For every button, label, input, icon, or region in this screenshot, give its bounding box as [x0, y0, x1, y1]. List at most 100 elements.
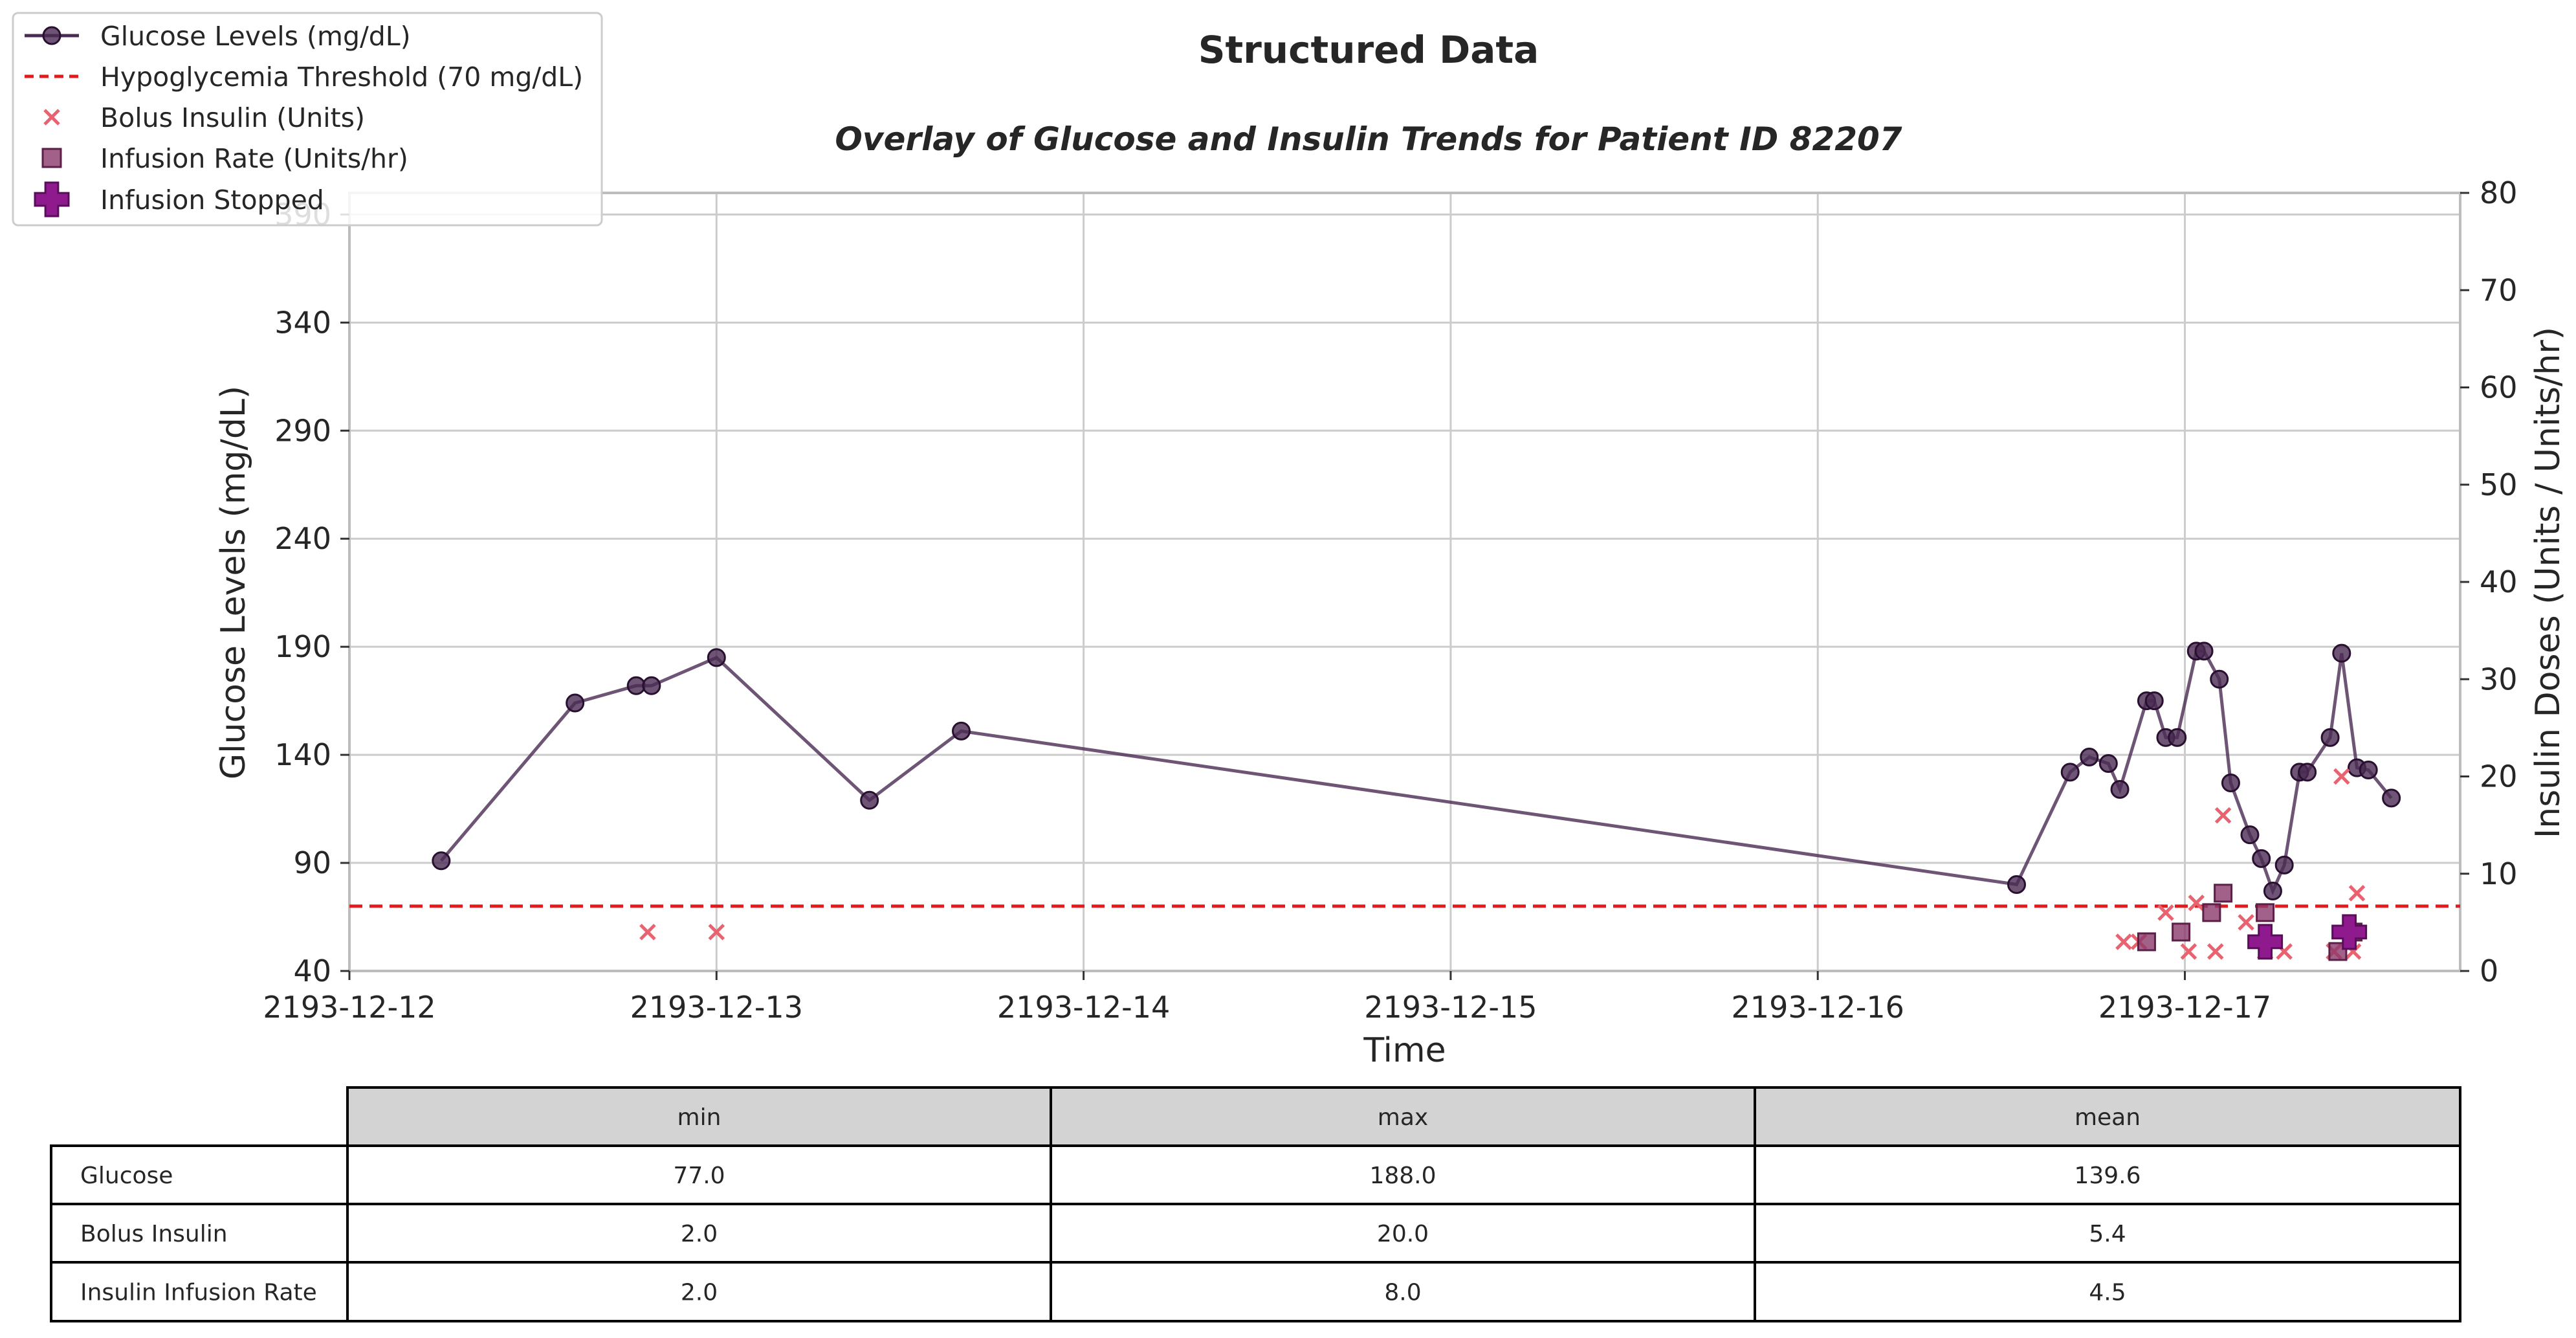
glucose-point: [2274, 855, 2294, 875]
y2-tick-label: 50: [2480, 467, 2518, 502]
glucose-point: [2144, 691, 2164, 711]
table-cell: [1754, 1144, 2461, 1205]
table-cell-value: 4.5: [2089, 1280, 2126, 1306]
infusion-rate-point: [2214, 884, 2233, 903]
glucose-point: [2320, 728, 2340, 747]
y-tick-label: 90: [293, 845, 331, 880]
table-cell-value: 77.0: [673, 1163, 725, 1189]
x-axis-label: Time: [1363, 1031, 1446, 1070]
y2-tick-label: 80: [2480, 175, 2518, 210]
chart-subtitle: Overlay of Glucose and Insulin Trends fo…: [835, 120, 1902, 158]
glucose-point: [2332, 643, 2351, 663]
infusion-stopped-point: [2247, 924, 2284, 960]
series-layer: [349, 641, 2460, 961]
glucose-point: [2098, 753, 2118, 773]
y-tick-label: 140: [274, 737, 331, 772]
table-cell-value: 2.0: [681, 1221, 718, 1247]
table-row-label: Insulin Infusion Rate: [80, 1280, 317, 1306]
table-cell-value: 2.0: [681, 1280, 718, 1306]
table-row-header-cell: [50, 1203, 349, 1264]
glucose-point: [2110, 780, 2130, 799]
table-column-header: min: [677, 1104, 721, 1131]
table-row-header-cell: [50, 1261, 349, 1322]
x-tick-label: 2193-12-12: [263, 990, 435, 1025]
glucose-point: [860, 790, 879, 810]
y2-tick-label: 10: [2480, 856, 2518, 891]
legend-label: Infusion Rate (Units/hr): [100, 143, 408, 174]
plot-area-frame: [348, 192, 2461, 972]
glucose-point: [2252, 849, 2271, 868]
gridlines: [348, 193, 2460, 972]
legend-stopped-marker: [34, 181, 70, 217]
table-row-header-cell: [50, 1144, 349, 1205]
glucose-point: [2080, 747, 2099, 766]
bolus-insulin-point: [2188, 895, 2205, 911]
table-cell-value: 139.6: [2074, 1163, 2141, 1189]
table-row-label: Bolus Insulin: [80, 1221, 228, 1247]
glucose-point: [707, 648, 726, 667]
x-tick-label: 2193-12-16: [1732, 990, 1904, 1025]
legend-glucose-marker: [42, 26, 61, 45]
x-tick-label: 2193-12-17: [2098, 990, 2271, 1025]
table-cell: [346, 1261, 1052, 1322]
bolus-insulin-point: [2207, 943, 2224, 960]
glucose-point: [2359, 760, 2378, 779]
legend: Glucose Levels (mg/dL) Hypoglycemia Thres…: [12, 12, 603, 227]
table-cell: [1050, 1203, 1756, 1264]
glucose-point: [952, 721, 971, 741]
glucose-point: [2298, 763, 2317, 782]
y2-tick-label: 40: [2480, 564, 2518, 599]
bolus-insulin-point: [2348, 885, 2366, 902]
table-cell-value: 5.4: [2089, 1221, 2126, 1247]
glucose-point: [2210, 669, 2229, 689]
bolus-insulin-point: [2238, 914, 2254, 931]
glucose-point: [2240, 825, 2260, 845]
bolus-insulin-point: [639, 924, 656, 941]
glucose-point: [2194, 641, 2214, 661]
y-tick-label: 40: [293, 953, 331, 988]
bolus-insulin-point: [2333, 768, 2350, 785]
glucose-point: [642, 676, 661, 695]
x-tick-label: 2193-12-14: [997, 990, 1170, 1025]
glucose-point: [2007, 875, 2027, 894]
glucose-point: [2060, 763, 2080, 782]
glucose-point: [626, 676, 646, 695]
table-cell: [346, 1144, 1052, 1205]
y2-tick-label: 0: [2480, 953, 2498, 988]
infusion-rate-point: [2202, 903, 2221, 922]
glucose-point: [2382, 788, 2401, 808]
table-header-cell: [1754, 1086, 2461, 1147]
bolus-insulin-point: [2115, 933, 2132, 950]
legend-bolus-marker: [43, 109, 60, 126]
table-cell: [1050, 1261, 1756, 1322]
glucose-point: [2221, 774, 2240, 793]
glucose-point: [432, 851, 451, 871]
bolus-insulin-point: [2214, 807, 2232, 824]
x-axis: 2193-12-12 2193-12-13 2193-12-14 2193-12-15…: [263, 971, 2271, 1025]
glucose-point: [2263, 881, 2282, 900]
table-cell-value: 20.0: [1377, 1221, 1429, 1247]
table-column-header: mean: [2075, 1104, 2141, 1131]
infusion-stopped-point: [2331, 914, 2368, 950]
glucose-line: [439, 649, 2393, 896]
y-tick-label: 340: [274, 305, 331, 340]
table-row-label: Glucose: [80, 1163, 173, 1189]
y2-axis-label: Insulin Doses (Units / Units/hr): [2529, 327, 2568, 838]
legend-label: Glucose Levels (mg/dL): [100, 21, 411, 52]
bolus-insulin-point: [708, 924, 725, 941]
chart-title: Structured Data: [1198, 28, 1539, 72]
y-axis-left: 4090140190240290340390: [274, 197, 349, 988]
y-tick-label: 190: [274, 629, 331, 664]
table-column-header: max: [1378, 1104, 1428, 1131]
legend-infusion-marker: [41, 148, 62, 168]
bolus-insulin-point: [2157, 904, 2174, 921]
legend-label: Hypoglycemia Threshold (70 mg/dL): [100, 61, 583, 93]
x-tick-label: 2193-12-15: [1364, 990, 1537, 1025]
y-axis-label: Glucose Levels (mg/dL): [214, 386, 253, 779]
y-tick-label: 240: [274, 521, 331, 556]
infusion-rate-point: [2137, 932, 2156, 952]
table-cell-value: 8.0: [1384, 1280, 1421, 1306]
infusion-rate-point: [2172, 922, 2191, 942]
legend-box: [12, 12, 603, 227]
